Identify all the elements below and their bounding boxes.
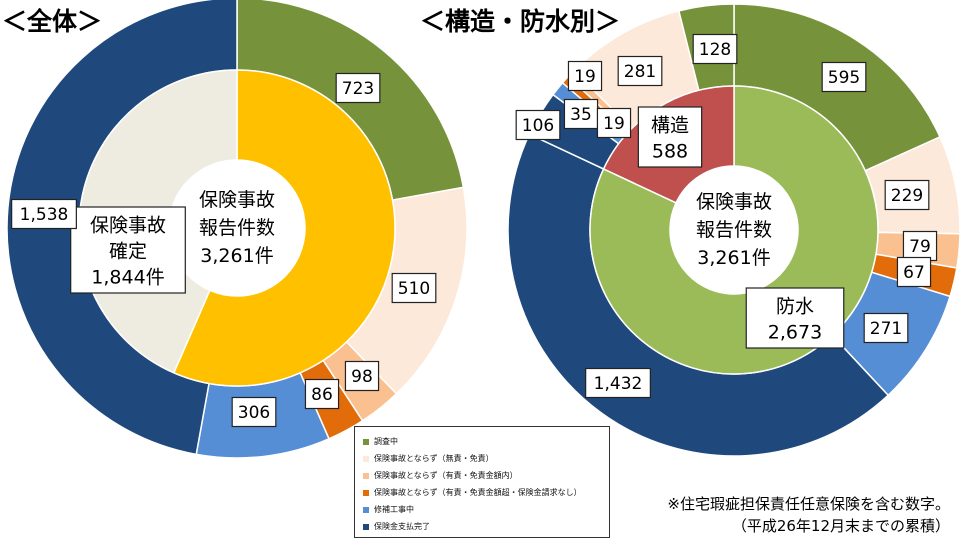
- outer-slice-label: 281: [624, 62, 656, 82]
- outer-slice-label-box: [335, 72, 381, 104]
- center-label-line: 報告件数: [696, 219, 772, 241]
- donut-center: [169, 160, 305, 296]
- outer-slice-label-box: [304, 378, 340, 410]
- legend-swatch: [363, 472, 369, 479]
- outer-slice-label: 723: [342, 79, 374, 99]
- legend-swatch: [363, 523, 369, 530]
- outer-slice-label-box: [821, 61, 867, 93]
- center-label-line: 保険事故: [199, 189, 275, 211]
- legend-swatch: [363, 438, 369, 445]
- outer-slice-label: 86: [311, 385, 333, 405]
- outer-slice-label-box: [596, 107, 632, 139]
- outer-slice-label: 79: [909, 237, 931, 257]
- outer-slice-label-box: [391, 272, 437, 304]
- legend-item: 保険事故とならず（有責・免責金額超・保険金請求なし）: [363, 484, 601, 501]
- inner-slice-label-line: 2,673: [768, 321, 822, 343]
- outer-slice-label-box: [515, 109, 561, 141]
- outer-slice-label: 35: [570, 105, 592, 125]
- footnote-line: （平成26年12月末までの累積）: [731, 517, 950, 535]
- inner-slice-label-line: 防水: [776, 295, 814, 317]
- legend-item: 保険事故とならず（有責・免責金額内）: [363, 467, 601, 484]
- inner-slice-label-line: 保険事故: [90, 214, 166, 236]
- outer-slice-label-box: [585, 367, 651, 399]
- legend-label: 修補工事中: [374, 505, 414, 514]
- legend-item: 修補工事中: [363, 501, 601, 518]
- legend-item: 保険金支払完了: [363, 518, 601, 535]
- legend-label: 保険金支払完了: [374, 522, 430, 531]
- center-label-line: 3,261件: [697, 247, 770, 269]
- legend-label: 保険事故とならず（有責・免責金額超・保険金請求なし）: [374, 488, 582, 497]
- outer-slice-label-box: [692, 33, 738, 65]
- legend: 調査中 保険事故とならず（無責・免責） 保険事故とならず（有責・免責金額内） 保…: [354, 426, 610, 538]
- outer-slice-label-box: [11, 198, 77, 230]
- footnote: ※住宅瑕疵担保責任任意保険を含む数字。 （平成26年12月末までの累積）: [667, 493, 950, 537]
- outer-slice-label-box: [344, 360, 380, 392]
- legend-swatch: [363, 455, 369, 462]
- outer-slice-label: 67: [903, 263, 925, 283]
- outer-slice-label: 306: [238, 403, 270, 423]
- outer-slice-label: 128: [699, 40, 731, 60]
- inner-slice-label-line: 1,844件: [91, 266, 164, 288]
- inner-slice-label-box: [745, 287, 845, 349]
- outer-slice-label: 106: [522, 116, 554, 136]
- footnote-line: ※住宅瑕疵担保責任任意保険を含む数字。: [667, 495, 950, 513]
- legend-swatch: [363, 506, 369, 513]
- outer-slice-label: 98: [351, 367, 373, 387]
- outer-slice-label-box: [863, 312, 909, 344]
- outer-slice-label: 19: [603, 114, 625, 134]
- outer-slice-label-box: [617, 55, 663, 87]
- legend-item: 保険事故とならず（無責・免責）: [363, 450, 601, 467]
- outer-slice-label: 1,538: [20, 205, 69, 225]
- inner-slice-label-line: 588: [652, 140, 688, 162]
- inner-slice-label-line: 確定: [109, 240, 147, 262]
- outer-slice-label: 510: [398, 279, 430, 299]
- outer-slice-label: 1,432: [594, 374, 643, 394]
- inner-slice-label-box: [70, 206, 186, 294]
- legend-label: 保険事故とならず（有責・免責金額内）: [374, 471, 518, 480]
- center-label-line: 報告件数: [199, 217, 275, 239]
- legend-label: 保険事故とならず（無責・免責）: [374, 454, 494, 463]
- outer-slice-label: 271: [870, 319, 902, 339]
- center-label-line: 保険事故: [696, 191, 772, 213]
- outer-slice-label-box: [567, 60, 603, 92]
- center-label-line: 3,261件: [200, 245, 273, 267]
- outer-slice-label: 595: [828, 68, 860, 88]
- outer-slice-label: 19: [574, 67, 596, 87]
- outer-slice-label-box: [231, 396, 277, 428]
- inner-slice-label-line: 構造: [651, 114, 689, 136]
- legend-swatch: [363, 489, 369, 496]
- inner-slice-label-box: [637, 106, 703, 168]
- donut-center: [670, 166, 798, 294]
- outer-slice-label-box: [896, 256, 932, 288]
- legend-item: 調査中: [363, 433, 601, 450]
- outer-slice-label: 229: [891, 186, 923, 206]
- chart-title-overall: ＜全体＞: [2, 7, 103, 36]
- legend-label: 調査中: [374, 437, 398, 446]
- outer-slice-label-box: [884, 179, 930, 211]
- chart-title-structure-waterproof: ＜構造・防水別＞: [420, 7, 621, 36]
